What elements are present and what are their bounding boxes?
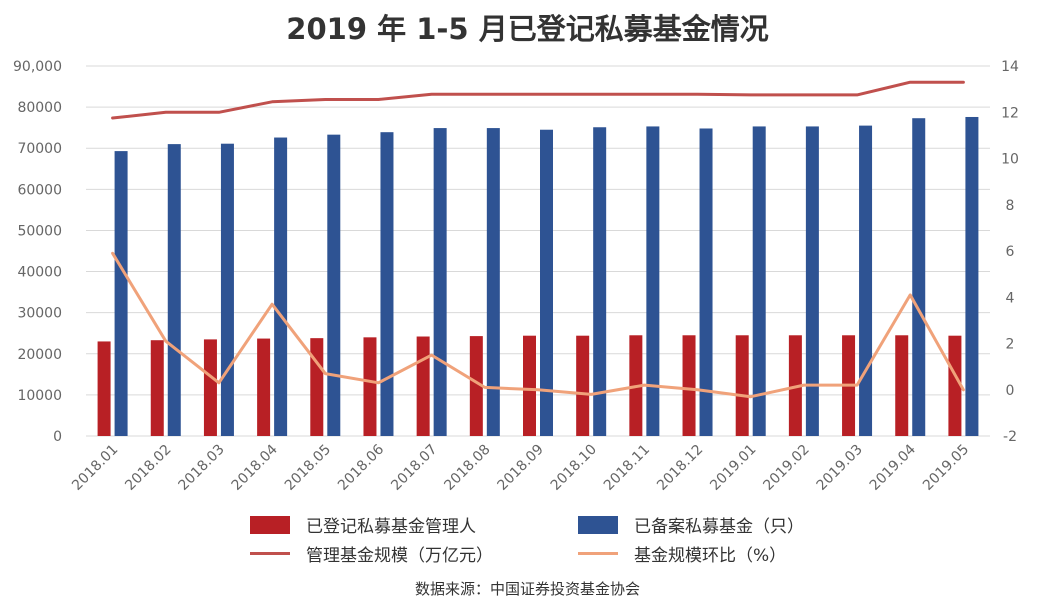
bar-funds (220, 143, 234, 436)
line-aum (111, 80, 965, 120)
bar-funds (965, 116, 979, 436)
bar-managers (469, 336, 483, 436)
bar-funds (327, 134, 341, 436)
bar-managers (150, 340, 164, 436)
y-left-tick-label: 70000 (17, 141, 62, 157)
y-right-tick-label: -2 (1003, 429, 1017, 445)
legend-item-managers: 已登记私募基金管理人 (250, 512, 476, 537)
bar-funds (646, 126, 660, 436)
y-right-tick-label: 12 (1001, 105, 1019, 121)
legend-swatch-funds (578, 515, 618, 534)
bar-funds (752, 126, 766, 436)
x-tick-label: 2019.05 (920, 442, 972, 494)
bar-managers (310, 338, 324, 436)
bar-managers (682, 335, 696, 436)
x-tick-label: 2019.02 (760, 442, 812, 494)
bar-managers (97, 341, 111, 436)
legend-item-funds: 已备案私募基金（只） (578, 512, 804, 537)
bar-funds (274, 137, 288, 437)
bar-funds (593, 127, 607, 436)
x-tick-label: 2018.12 (654, 442, 706, 494)
y-left-tick-label: 0 (53, 429, 62, 445)
x-tick-label: 2018.01 (69, 442, 121, 494)
x-tick-label: 2019.01 (707, 442, 759, 494)
legend-item-aum: 管理基金规模（万亿元） (250, 541, 493, 566)
x-tick-label: 2018.11 (601, 442, 653, 494)
bar-funds (486, 128, 500, 437)
y-left-tick-label: 80000 (17, 100, 62, 116)
bar-managers (948, 335, 962, 436)
x-tick-label: 2019.03 (814, 442, 866, 494)
x-tick-label: 2018.09 (495, 442, 547, 494)
bar-managers (203, 339, 217, 436)
y-right-tick-label: 0 (1006, 383, 1015, 399)
legend-label-funds: 已备案私募基金（只） (634, 517, 804, 537)
y-right-tick-label: 8 (1006, 198, 1015, 214)
y-right-tick-label: 4 (1006, 290, 1015, 306)
y-right-tick-label: 2 (1006, 337, 1015, 353)
y-left-tick-label: 10000 (17, 388, 62, 404)
x-tick-label: 2018.05 (282, 442, 334, 494)
bar-funds (380, 132, 394, 436)
bar-managers (257, 338, 271, 436)
y-left-tick-label: 50000 (17, 223, 62, 239)
bar-funds (114, 151, 128, 436)
y-left-tick-label: 60000 (17, 182, 62, 198)
legend-swatch-managers (250, 515, 290, 534)
line-mom (111, 251, 965, 399)
x-tick-label: 2018.10 (548, 442, 600, 494)
x-tick-label: 2018.08 (441, 442, 493, 494)
y-left-tick-label: 20000 (17, 347, 62, 363)
bar-funds (699, 128, 713, 436)
bar-funds (859, 125, 873, 436)
x-tick-label: 2018.03 (176, 442, 228, 494)
legend-swatch-mom (578, 552, 618, 555)
y-right-tick-label: 6 (1006, 244, 1015, 260)
legend-label-managers: 已登记私募基金管理人 (306, 517, 476, 537)
y-right-tick-label: 10 (1001, 152, 1019, 168)
legend-swatch-aum (250, 552, 290, 555)
data-source-note: 数据来源：中国证券投资基金协会 (414, 580, 640, 598)
bar-managers (416, 336, 430, 436)
x-tick-label: 2019.04 (867, 441, 919, 493)
chart-title: 2019 年 1-5 月已登记私募基金情况 (286, 12, 769, 46)
bar-funds (540, 129, 553, 436)
legend-label-aum: 管理基金规模（万亿元） (306, 546, 493, 566)
x-tick-label: 2018.02 (122, 442, 174, 494)
y-left-tick-label: 90,000 (13, 59, 62, 75)
x-tick-label: 2018.06 (335, 441, 387, 493)
bar-managers (735, 335, 749, 436)
chart-canvas: 0 10000 20000 30000 40000 50000 60000 70000 8000… (13, 59, 1019, 494)
legend-label-mom: 基金规模环比（%） (634, 546, 787, 566)
bar-managers (523, 335, 536, 436)
bar-funds (167, 144, 181, 436)
x-tick-label: 2018.04 (229, 441, 281, 493)
legend-item-mom: 基金规模环比（%） (578, 541, 786, 566)
bar-funds (433, 128, 447, 437)
y-left-tick-label: 30000 (17, 306, 62, 322)
y-left-tick-label: 40000 (17, 265, 62, 281)
bar-funds (912, 118, 926, 436)
bar-managers (363, 337, 377, 436)
bar-funds (805, 126, 819, 436)
x-tick-label: 2018.07 (388, 442, 440, 494)
bar-managers (895, 335, 909, 436)
bar-managers (576, 335, 590, 436)
y-right-tick-label: 14 (1001, 59, 1019, 75)
